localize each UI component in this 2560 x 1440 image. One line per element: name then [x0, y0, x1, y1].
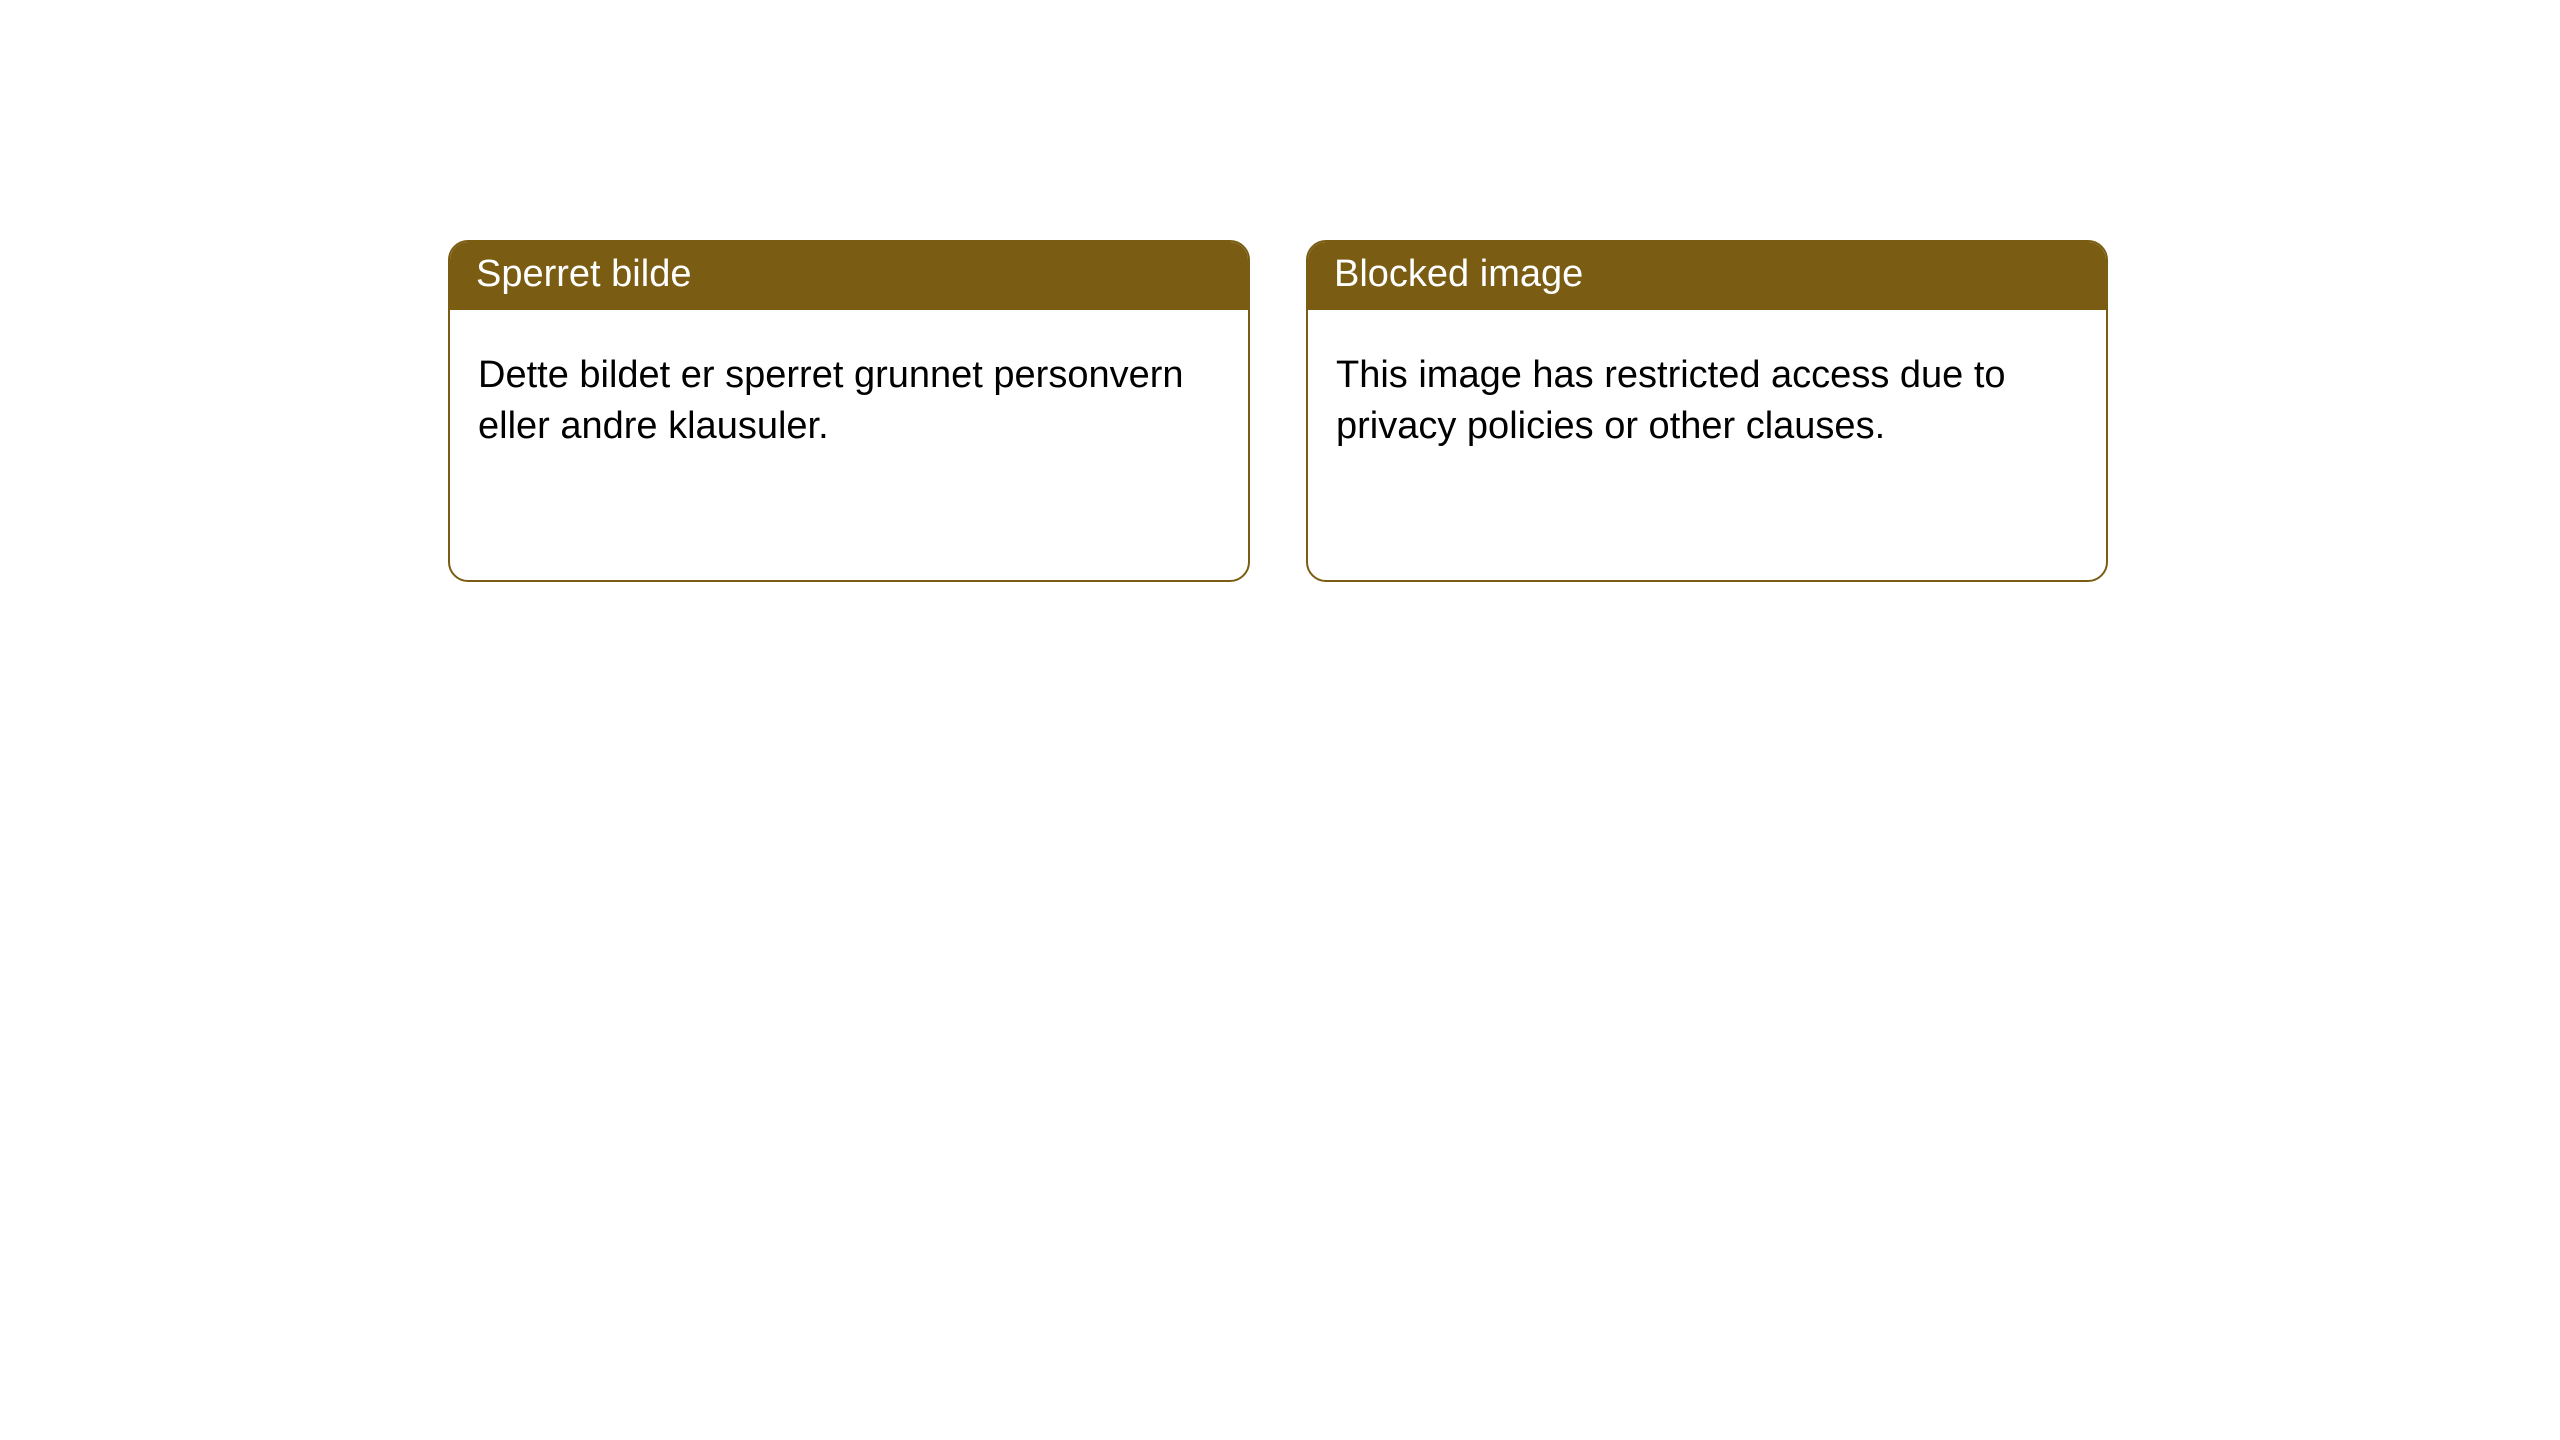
card-body: This image has restricted access due to …: [1308, 310, 2106, 580]
notice-card-norwegian: Sperret bilde Dette bildet er sperret gr…: [448, 240, 1250, 582]
card-title: Blocked image: [1334, 253, 1583, 295]
card-title: Sperret bilde: [476, 253, 691, 295]
card-header: Blocked image: [1308, 242, 2106, 310]
card-body: Dette bildet er sperret grunnet personve…: [450, 310, 1248, 580]
card-body-text: Dette bildet er sperret grunnet personve…: [478, 354, 1184, 447]
card-body-text: This image has restricted access due to …: [1336, 354, 2006, 447]
notice-card-english: Blocked image This image has restricted …: [1306, 240, 2108, 582]
card-header: Sperret bilde: [450, 242, 1248, 310]
notice-container: Sperret bilde Dette bildet er sperret gr…: [0, 0, 2560, 582]
